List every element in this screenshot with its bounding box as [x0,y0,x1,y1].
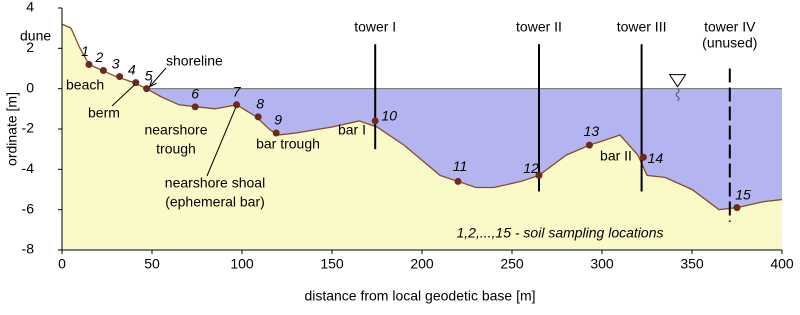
sample-label: 13 [584,123,600,139]
sample-point [733,204,741,212]
y-axis-label: ordinate [m] [4,92,20,166]
tower-label: tower IV [704,19,756,35]
y-tick-label: -6 [22,200,35,216]
sample-point [191,103,199,111]
sample-point [639,153,647,161]
sample-point [143,85,151,93]
sample-label: 11 [453,158,468,174]
sample-label: 3 [112,55,120,71]
sample-label: 12 [523,160,539,176]
sample-label: 9 [274,112,282,128]
y-tick-label: -8 [22,241,35,257]
x-tick-label: 400 [770,256,794,272]
x-tick-label: 350 [680,256,704,272]
sample-label: 6 [191,86,199,102]
y-tick-label: 2 [26,39,34,55]
annotation: nearshore shoal [165,175,265,191]
x-tick-label: 150 [320,256,344,272]
annotation: nearshore [144,122,207,138]
sample-point [132,79,140,87]
water-symbol [668,74,687,88]
leader [111,84,136,107]
sample-label: 15 [735,186,751,202]
sample-label: 1 [81,43,89,59]
leader [206,107,237,177]
note: 1,2,...,15 - soil sampling locations [457,225,664,241]
x-tick-label: 200 [410,256,434,272]
x-tick-label: 250 [500,256,524,272]
sample-label: 14 [648,150,664,166]
sample-point [454,177,462,185]
y-tick-label: 0 [26,79,34,95]
y-tick-label: -4 [22,160,35,176]
sample-point [272,129,280,137]
sample-point [585,141,593,149]
sand [62,24,782,251]
sample-label: 2 [95,49,104,65]
sample-point [535,171,543,179]
annotation: trough [156,141,196,157]
sample-label: 4 [128,61,136,77]
x-axis-label: distance from local geodetic base [m] [304,288,535,304]
sample-label: 8 [256,96,264,112]
sample-point [116,73,124,81]
annotation: (ephemeral bar) [165,194,265,210]
tower-label: tower III [617,19,667,35]
sample-label: 5 [145,67,153,83]
sample-label: 7 [233,84,242,100]
sample-point [233,101,241,109]
annotation: bar I [338,122,366,138]
plot-area: -8 -6 -4 -2 0 2 4 0 50 100 150 200 250 300 350 400 tower… [20,0,794,272]
sample-point [85,60,93,68]
sample-label: 10 [381,108,397,124]
sample-point [254,113,262,121]
profile-line [61,23,783,211]
annotation: dune [20,28,51,44]
annotation: beach [66,77,104,93]
sample-point [99,67,107,75]
leader [150,67,167,87]
tower-label: tower I [354,19,396,35]
x-tick-label: 50 [144,256,160,272]
y-tick-label: -2 [22,120,35,136]
x-tick-label: 100 [230,256,254,272]
annotation: berm [88,105,120,121]
annotation: bar II [600,148,632,164]
x-tick-label: 0 [58,256,66,272]
annotation: shoreline [166,53,223,69]
y-tick-label: 4 [26,0,34,15]
water-symbol [675,88,680,102]
annotation: bar trough [256,136,320,152]
tower-label: (unused) [702,35,757,51]
x-tick-label: 300 [590,256,614,272]
tower-label: tower II [516,19,562,35]
sample-point [371,117,379,125]
